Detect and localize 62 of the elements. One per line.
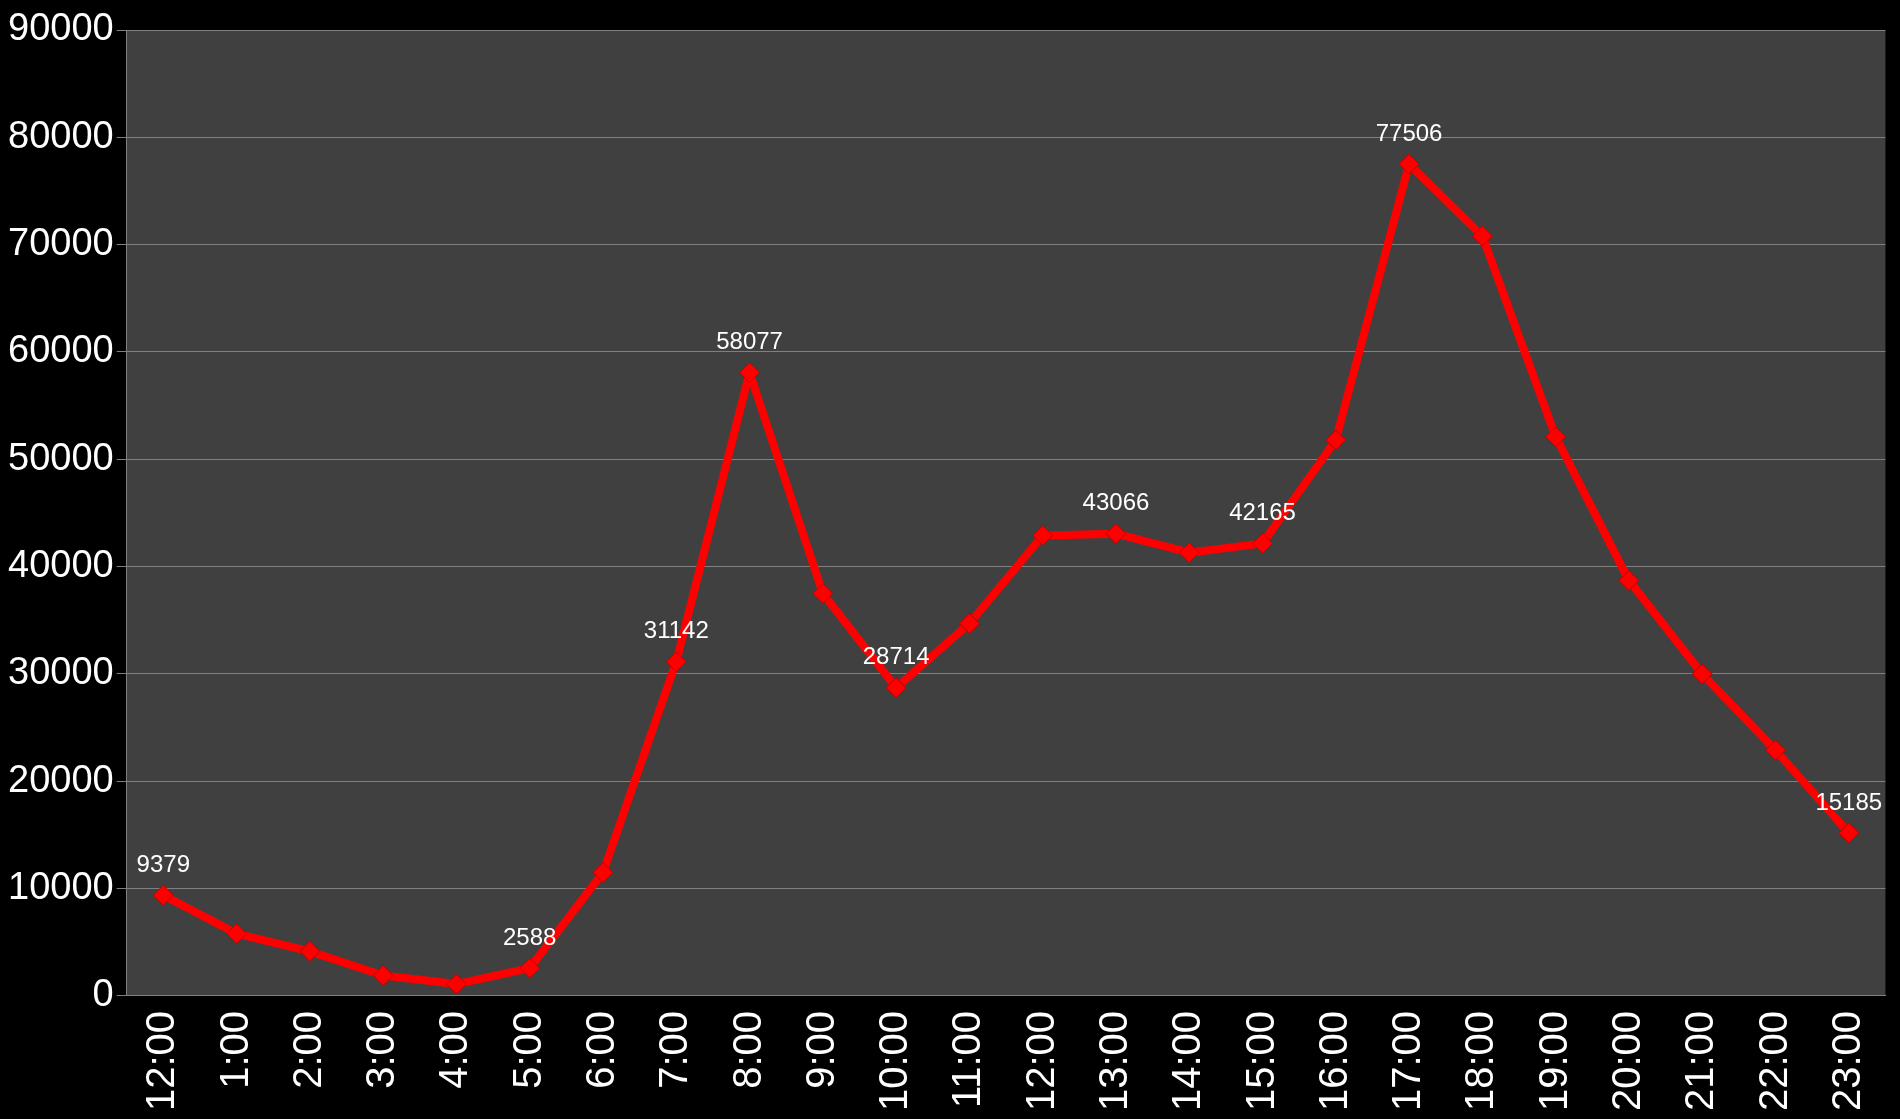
data-label: 9379 bbox=[136, 849, 190, 877]
x-tick-label: 15:00 bbox=[1237, 1010, 1282, 1112]
data-label: 58077 bbox=[716, 327, 783, 355]
point bbox=[1178, 542, 1200, 564]
point bbox=[372, 965, 394, 987]
x-tick-label: 10:00 bbox=[871, 1010, 916, 1112]
x-tick-label: 12:00 bbox=[1017, 1010, 1062, 1112]
x-tick-label: 7:00 bbox=[651, 1010, 696, 1089]
point bbox=[1105, 523, 1127, 545]
x-tick-label: 1:00 bbox=[211, 1010, 256, 1089]
x-tick-label: 11:00 bbox=[944, 1010, 989, 1109]
point bbox=[1764, 739, 1786, 761]
y-tick-label: 20000 bbox=[8, 757, 114, 800]
point bbox=[592, 861, 614, 883]
x-tick-label: 23:00 bbox=[1823, 1010, 1868, 1112]
point bbox=[1032, 524, 1054, 546]
point bbox=[885, 677, 907, 699]
x-tick-label: 21:00 bbox=[1677, 1010, 1722, 1112]
x-tick-label: 19:00 bbox=[1530, 1010, 1575, 1112]
point bbox=[1325, 429, 1347, 451]
data-label: 77506 bbox=[1375, 118, 1443, 146]
point bbox=[1618, 570, 1640, 592]
point bbox=[152, 884, 174, 906]
point bbox=[519, 957, 541, 979]
point bbox=[739, 362, 761, 384]
y-tick-label: 70000 bbox=[8, 221, 114, 264]
y-tick-label: 90000 bbox=[8, 6, 114, 49]
x-tick-label: 2:00 bbox=[284, 1010, 329, 1089]
point bbox=[445, 973, 467, 995]
point bbox=[1691, 663, 1713, 685]
point bbox=[1545, 426, 1567, 448]
y-tick-label: 40000 bbox=[8, 543, 114, 586]
x-tick-label: 12:00 bbox=[138, 1010, 183, 1112]
y-tick-label: 30000 bbox=[8, 650, 114, 693]
point bbox=[665, 651, 687, 673]
point bbox=[299, 940, 321, 962]
point bbox=[958, 612, 980, 634]
x-tick-label: 8:00 bbox=[724, 1010, 769, 1089]
y-tick-label: 10000 bbox=[8, 865, 114, 908]
y-tick-label: 60000 bbox=[8, 328, 114, 371]
x-tick-label: 9:00 bbox=[797, 1010, 842, 1089]
x-tick-label: 6:00 bbox=[578, 1010, 623, 1089]
x-tick-label: 18:00 bbox=[1457, 1010, 1502, 1112]
y-tick-label: 0 bbox=[92, 972, 114, 1015]
data-label: 43066 bbox=[1082, 488, 1150, 516]
x-tick-label: 14:00 bbox=[1164, 1010, 1209, 1112]
point bbox=[1838, 822, 1860, 844]
point bbox=[1252, 532, 1274, 554]
x-tick-label: 17:00 bbox=[1384, 1010, 1429, 1112]
x-tick-label: 20:00 bbox=[1603, 1010, 1648, 1112]
point bbox=[812, 582, 834, 604]
x-tick-label: 16:00 bbox=[1310, 1010, 1355, 1112]
x-tick-label: 13:00 bbox=[1090, 1010, 1135, 1112]
x-tick-label: 22:00 bbox=[1750, 1010, 1795, 1112]
x-tick-label: 3:00 bbox=[358, 1010, 403, 1089]
point bbox=[1471, 225, 1493, 247]
y-tick-label: 50000 bbox=[8, 435, 114, 478]
point bbox=[226, 923, 248, 945]
y-tick-label: 80000 bbox=[8, 113, 114, 156]
x-tick-label: 5:00 bbox=[504, 1010, 549, 1089]
x-tick-label: 4:00 bbox=[431, 1010, 476, 1089]
point bbox=[1398, 153, 1420, 175]
